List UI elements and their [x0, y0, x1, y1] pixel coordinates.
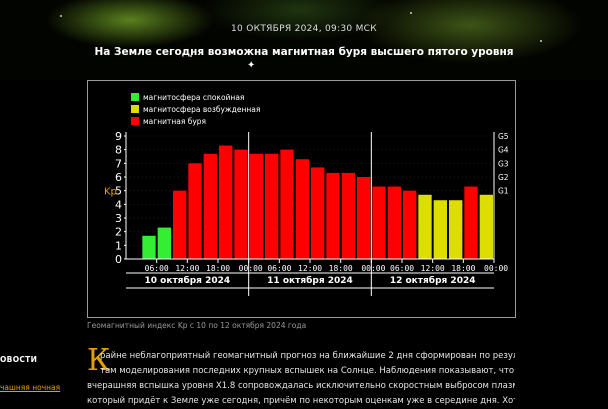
star-decoration	[540, 40, 542, 42]
kp-bar	[265, 153, 279, 259]
kp-bar	[449, 200, 463, 259]
kp-bar	[249, 153, 263, 259]
day-label: 10 октября 2024	[145, 275, 231, 286]
legend-swatch	[131, 105, 139, 113]
kp-chart: магнитосфера спокойная магнитосфера возбу…	[104, 93, 509, 296]
x-tick-label: 06:00	[145, 264, 169, 273]
g-scale-label: G1	[498, 187, 509, 196]
kp-bar	[372, 186, 386, 259]
y-tick-label: 0	[115, 253, 122, 266]
kp-bar	[403, 190, 417, 259]
kp-bar	[418, 194, 432, 259]
g-scale-label: G5	[498, 132, 509, 141]
y-tick-label: 7	[115, 157, 122, 170]
kp-bar	[203, 153, 217, 259]
y-tick-label: 3	[115, 212, 122, 225]
x-tick-label: 12:00	[421, 264, 445, 273]
article-line: там моделирования последних крупных вспы…	[100, 366, 515, 376]
kp-bar	[188, 163, 202, 259]
legend-label: магнитосфера возбужденная	[143, 105, 260, 114]
x-tick-label: 18:00	[451, 264, 475, 273]
x-tick-label: 00:00	[484, 264, 508, 273]
x-tick-label: 12:00	[298, 264, 322, 273]
article-line: райне неблагоприятный геомагнитный прогн…	[100, 351, 515, 361]
kp-bar	[234, 149, 248, 259]
kp-bar	[326, 172, 340, 259]
x-tick-label: 18:00	[329, 264, 353, 273]
legend-label: магнитная буря	[143, 117, 206, 126]
day-label: 12 октября 2024	[390, 275, 476, 286]
kp-bar	[433, 200, 447, 259]
x-tick-label: 00:00	[361, 264, 385, 273]
kp-bar	[341, 172, 355, 259]
kp-bar	[219, 145, 233, 259]
kp-bar	[357, 177, 371, 259]
x-tick-label: 06:00	[390, 264, 414, 273]
legend-swatch	[131, 117, 139, 125]
y-tick-label: 9	[115, 130, 122, 143]
kp-bar	[479, 194, 493, 259]
y-tick-label: 8	[115, 144, 122, 157]
star-decoration	[60, 15, 62, 17]
star-decoration	[190, 55, 192, 57]
kp-bar	[157, 227, 171, 259]
chart-caption: Геомагнитный индекс Kp с 10 по 12 октябр…	[87, 321, 307, 330]
kp-bar	[387, 186, 401, 259]
article-headline[interactable]: На Земле сегодня возможна магнитная буря…	[94, 46, 514, 58]
article-date: 10 ОКТЯБРЯ 2024, 09:30 МСК	[231, 24, 377, 34]
x-tick-label: 00:00	[239, 264, 263, 273]
y-axis-label: Kp	[104, 187, 117, 198]
kp-bar	[280, 149, 294, 259]
legend-label: магнитосфера спокойная	[143, 93, 244, 102]
star-decoration	[410, 12, 412, 14]
hero-banner	[0, 0, 608, 80]
x-tick-label: 12:00	[175, 264, 199, 273]
legend-swatch	[131, 93, 139, 101]
sparkle-icon: ✦	[247, 60, 256, 71]
kp-bar	[295, 159, 309, 259]
kp-chart-frame: магнитосфера спокойная магнитосфера возбу…	[87, 80, 516, 318]
kp-bar	[142, 235, 156, 259]
g-scale-label: G3	[498, 159, 509, 168]
kp-bar	[464, 186, 478, 259]
drop-cap: К	[87, 343, 111, 378]
article-line: вчерашняя вспышка уровня X1.8 сопровожда…	[87, 381, 515, 391]
kp-bar	[311, 167, 325, 259]
x-tick-label: 06:00	[267, 264, 291, 273]
article-body: райне неблагоприятный геомагнитный прогн…	[87, 349, 515, 409]
sidebar-news-link[interactable]: чашняя ночная	[0, 383, 61, 392]
x-tick-label: 18:00	[206, 264, 230, 273]
article-line: который придёт к Земле уже сегодня, прич…	[87, 396, 515, 406]
g-scale-label: G4	[498, 146, 509, 155]
y-tick-label: 2	[115, 226, 122, 239]
day-label: 11 октября 2024	[267, 275, 353, 286]
y-tick-label: 5	[115, 185, 122, 198]
y-tick-label: 6	[115, 171, 122, 184]
y-tick-label: 4	[115, 198, 122, 211]
sidebar-news-heading: ОВОСТИ	[0, 355, 38, 364]
y-tick-label: 1	[115, 239, 122, 252]
g-scale-label: G2	[498, 173, 509, 182]
kp-bar	[173, 190, 187, 259]
